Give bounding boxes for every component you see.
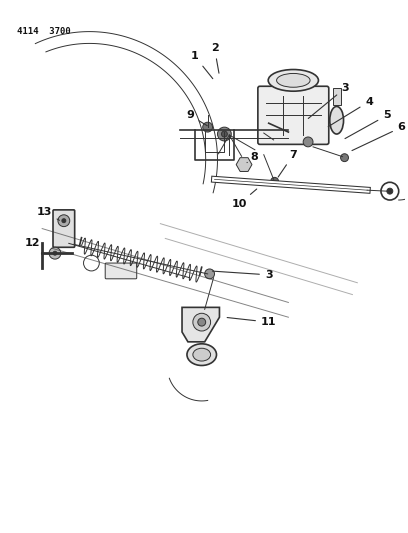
Text: 13: 13 (36, 207, 60, 220)
Circle shape (303, 137, 313, 147)
FancyBboxPatch shape (53, 210, 75, 247)
Circle shape (387, 188, 393, 194)
Text: 11: 11 (227, 317, 277, 327)
Text: 4114  3700: 4114 3700 (17, 27, 70, 36)
Ellipse shape (187, 344, 217, 366)
Text: 1: 1 (191, 51, 213, 79)
Bar (333, 88, 341, 106)
Text: 9: 9 (186, 110, 207, 126)
Circle shape (217, 127, 231, 141)
Polygon shape (236, 158, 252, 172)
Circle shape (381, 182, 399, 200)
Text: 6: 6 (352, 122, 406, 151)
Circle shape (203, 122, 213, 132)
Text: 3: 3 (308, 83, 349, 118)
Circle shape (62, 219, 66, 223)
Text: 3: 3 (213, 270, 273, 280)
Ellipse shape (330, 107, 344, 134)
Circle shape (341, 154, 348, 161)
Circle shape (53, 251, 57, 255)
Text: 12: 12 (24, 238, 42, 254)
Circle shape (193, 313, 211, 331)
Circle shape (58, 215, 70, 227)
Circle shape (222, 131, 227, 137)
Polygon shape (182, 308, 220, 342)
Circle shape (84, 255, 99, 271)
Circle shape (49, 247, 61, 259)
Text: 4: 4 (328, 96, 373, 127)
Circle shape (205, 269, 215, 279)
FancyBboxPatch shape (258, 86, 329, 144)
FancyBboxPatch shape (105, 263, 137, 279)
Ellipse shape (268, 69, 318, 91)
Circle shape (198, 318, 206, 326)
Ellipse shape (277, 74, 310, 87)
Text: 8: 8 (247, 152, 258, 163)
Text: 2: 2 (211, 43, 219, 73)
Text: 10: 10 (231, 189, 257, 209)
Circle shape (271, 177, 279, 185)
Ellipse shape (193, 348, 211, 361)
Text: 7: 7 (278, 150, 297, 177)
Text: 5: 5 (345, 110, 391, 139)
